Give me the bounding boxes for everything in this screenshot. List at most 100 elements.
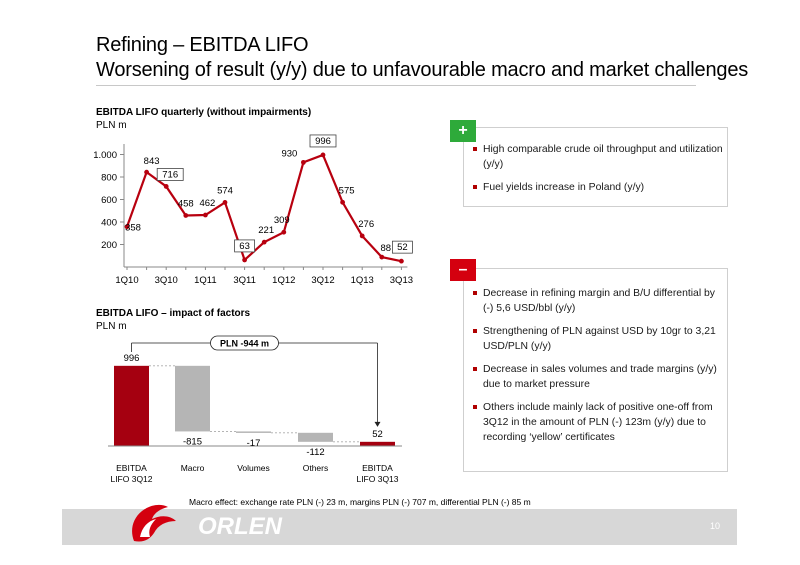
bar-value-label: -17 — [247, 438, 261, 449]
ebitda-line-chart: 200 400 600 800 1.000 1Q10 3Q10 1Q11 3Q11 1Q12 3Q1… — [93, 134, 413, 286]
x-tick-label: 1Q10 — [115, 275, 138, 286]
data-label: 462 — [199, 198, 215, 209]
bullet-icon — [473, 147, 477, 151]
bar-value-label: -815 — [183, 436, 202, 447]
bar-value-label: -112 — [306, 447, 324, 458]
data-label: 309 — [274, 215, 290, 226]
category-label: LIFO 3Q13 — [356, 474, 398, 484]
data-point — [163, 184, 169, 189]
category-label: Macro — [181, 463, 205, 473]
data-label: 458 — [178, 198, 194, 209]
data-point — [379, 254, 385, 260]
category-label: EBITDA — [362, 463, 393, 473]
data-label: 221 — [258, 225, 274, 236]
data-label: 843 — [144, 156, 160, 167]
data-point — [222, 200, 228, 205]
negative-factor-item: Decrease in sales volumes and trade marg… — [464, 362, 727, 392]
positive-factors-list: High comparable crude oil throughput and… — [464, 142, 727, 195]
slide-subtitle: Worsening of result (y/y) due to unfavou… — [96, 59, 749, 81]
data-point — [203, 212, 208, 218]
data-label: 716 — [162, 169, 178, 180]
x-tick-label: 3Q13 — [390, 275, 413, 286]
category-label: LIFO 3Q12 — [110, 474, 152, 484]
data-label: 63 — [239, 241, 250, 252]
y-tick-label: 600 — [101, 195, 117, 206]
eagle-logo-icon — [132, 504, 176, 542]
bar-value-label: 996 — [124, 353, 140, 364]
positive-factor-item: High comparable crude oil throughput and… — [464, 142, 727, 172]
y-tick-label: 1.000 — [93, 150, 117, 161]
data-point — [340, 199, 345, 205]
waterfall-bar — [114, 365, 149, 446]
data-label-box — [234, 239, 256, 253]
slide-title: Refining – EBITDA LIFO — [96, 34, 309, 56]
data-label: 930 — [281, 148, 297, 159]
category-label: Others — [303, 463, 329, 473]
waterfall-bar — [360, 441, 395, 446]
orlen-logo: ORLEN — [132, 504, 283, 542]
negative-factor-item-text: Decrease in refining margin and B/U diff… — [483, 288, 715, 314]
data-point — [301, 159, 306, 165]
orlen-wordmark: ORLEN — [198, 513, 283, 540]
data-label: 575 — [339, 185, 355, 196]
x-tick-label: 3Q12 — [311, 275, 334, 286]
annotation-text: PLN -944 m — [220, 339, 269, 349]
data-point — [124, 224, 130, 230]
bullet-icon — [473, 291, 477, 295]
x-tick-label: 3Q10 — [155, 275, 178, 286]
line-chart-title: EBITDA LIFO quarterly (without impairmen… — [96, 107, 312, 118]
positive-factors-box: High comparable crude oil throughput and… — [463, 127, 728, 207]
bullet-icon — [473, 367, 477, 371]
plus-icon: + — [450, 120, 476, 142]
y-tick-label: 400 — [101, 218, 117, 229]
data-label: 276 — [358, 219, 374, 230]
negative-factor-item: Strengthening of PLN against USD by 10gr… — [464, 324, 727, 354]
negative-factor-item-text: Others include mainly lack of positive o… — [483, 402, 713, 443]
line-chart-unit: PLN m — [96, 120, 127, 131]
data-label: 996 — [315, 136, 331, 147]
negative-factor-item-text: Strengthening of PLN against USD by 10gr… — [483, 326, 716, 352]
bullet-icon — [473, 185, 477, 189]
data-label-box — [156, 168, 184, 181]
bar-value-label: 52 — [372, 429, 383, 440]
positive-factor-item: Fuel yields increase in Poland (y/y) — [464, 180, 727, 195]
negative-factor-item: Others include mainly lack of positive o… — [464, 400, 727, 445]
data-label: 88 — [381, 243, 392, 254]
title-divider — [96, 85, 696, 86]
waterfall-bar — [298, 432, 333, 442]
waterfall-bar — [175, 365, 210, 432]
footnote: Macro effect: exchange rate PLN (-) 23 m… — [189, 497, 531, 507]
data-label-box — [391, 240, 413, 254]
data-point — [320, 152, 326, 158]
footer-band — [62, 509, 737, 545]
waterfall-chart-unit: PLN m — [96, 321, 127, 332]
category-label: EBITDA — [116, 463, 147, 473]
waterfall-chart-title: EBITDA LIFO – impact of factors — [96, 308, 251, 319]
y-tick-label: 800 — [101, 173, 117, 184]
category-label: Volumes — [237, 463, 270, 473]
positive-factor-item-text: High comparable crude oil throughput and… — [483, 144, 723, 170]
data-point — [183, 213, 189, 218]
data-point — [399, 258, 404, 264]
data-label: 358 — [125, 223, 141, 234]
annotation-pill — [210, 335, 279, 351]
data-point — [281, 229, 287, 235]
data-label-box — [309, 134, 337, 148]
negative-factor-item-text: Decrease in sales volumes and trade marg… — [483, 364, 717, 390]
bullet-icon — [473, 329, 477, 333]
y-tick-label: 200 — [101, 240, 117, 251]
negative-factor-item: Decrease in refining margin and B/U diff… — [464, 286, 727, 316]
data-label: 574 — [217, 185, 233, 196]
data-label: 52 — [397, 242, 408, 253]
x-tick-label: 1Q11 — [194, 275, 217, 286]
data-point — [261, 239, 267, 245]
positive-factor-item-text: Fuel yields increase in Poland (y/y) — [483, 182, 645, 193]
x-tick-label: 1Q13 — [351, 275, 374, 286]
data-point — [242, 257, 248, 263]
x-tick-label: 3Q11 — [233, 275, 256, 286]
arrow-head-icon — [374, 421, 381, 427]
waterfall-bar — [236, 431, 271, 433]
minus-icon: – — [450, 259, 476, 281]
data-point — [144, 169, 149, 175]
